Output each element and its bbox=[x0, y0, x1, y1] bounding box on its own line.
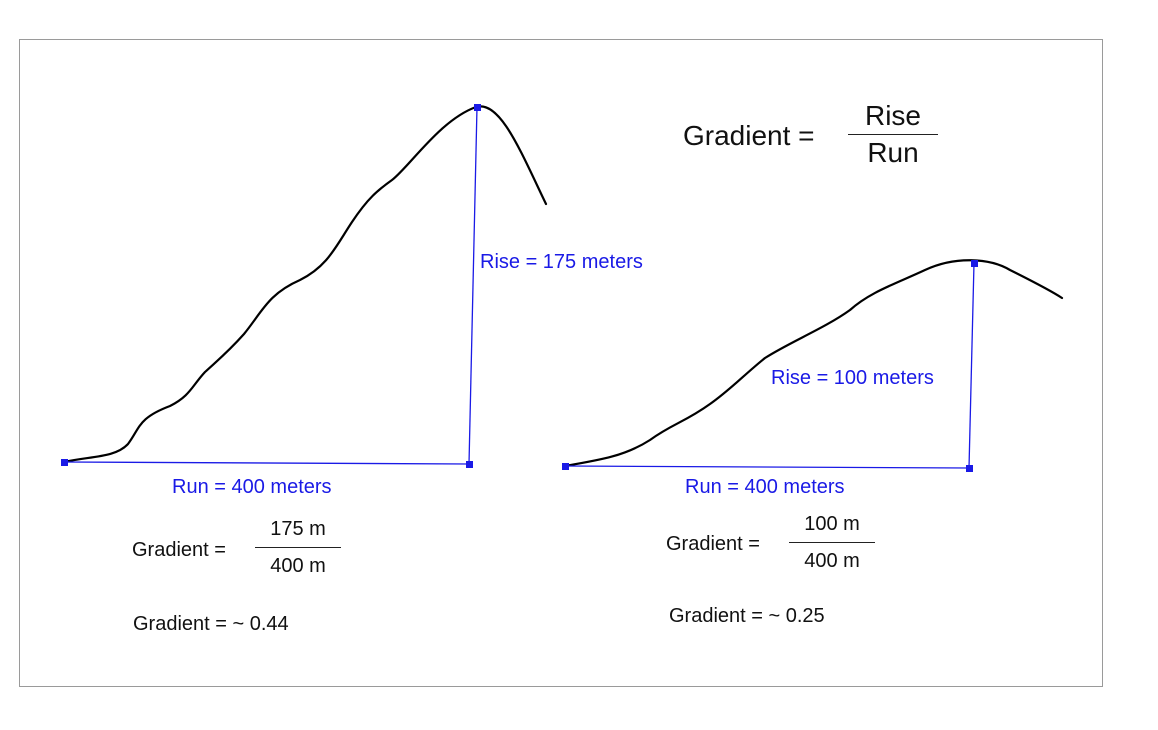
left-run-label: Run = 400 meters bbox=[172, 476, 332, 498]
right-hill-curve bbox=[563, 259, 1064, 468]
left-gradient-lhs: Gradient = bbox=[132, 539, 226, 561]
left-rise-label: Rise = 175 meters bbox=[480, 251, 643, 273]
left-gradient-fraction: 175 m 400 m bbox=[255, 519, 341, 576]
right-gradient-result: Gradient = ~ 0.25 bbox=[669, 605, 825, 627]
right-gradient-numerator: 100 m bbox=[804, 513, 860, 535]
formula-lhs: Gradient = bbox=[683, 120, 815, 151]
left-corner-marker bbox=[466, 461, 473, 468]
right-peak-marker bbox=[971, 260, 978, 267]
diagram-frame bbox=[19, 39, 1103, 687]
left-rise-line bbox=[468, 106, 478, 465]
formula-numerator: Rise bbox=[864, 100, 921, 131]
right-rise-label: Rise = 100 meters bbox=[771, 367, 934, 389]
right-corner-marker bbox=[966, 465, 973, 472]
right-gradient-lhs: Gradient = bbox=[666, 533, 760, 555]
formula-fraction-bar bbox=[848, 134, 938, 135]
left-gradient-numerator: 175 m bbox=[270, 518, 326, 540]
right-gradient-denominator: 400 m bbox=[804, 550, 860, 572]
formula-denominator: Run bbox=[867, 137, 919, 168]
right-run-line bbox=[564, 465, 970, 469]
left-peak-marker bbox=[474, 104, 481, 111]
left-run-start-marker bbox=[61, 459, 68, 466]
right-gradient-fraction: 100 m 400 m bbox=[789, 514, 875, 571]
right-gradient-fraction-bar bbox=[789, 542, 875, 543]
left-gradient-fraction-bar bbox=[255, 547, 341, 548]
left-gradient-denominator: 400 m bbox=[270, 555, 326, 577]
left-hill-curve bbox=[62, 105, 548, 464]
formula-fraction: Rise Run bbox=[848, 102, 938, 167]
right-rise-line bbox=[968, 262, 975, 469]
left-gradient-result: Gradient = ~ 0.44 bbox=[133, 613, 289, 635]
left-run-line bbox=[63, 461, 470, 465]
right-run-start-marker bbox=[562, 463, 569, 470]
right-run-label: Run = 400 meters bbox=[685, 476, 845, 498]
